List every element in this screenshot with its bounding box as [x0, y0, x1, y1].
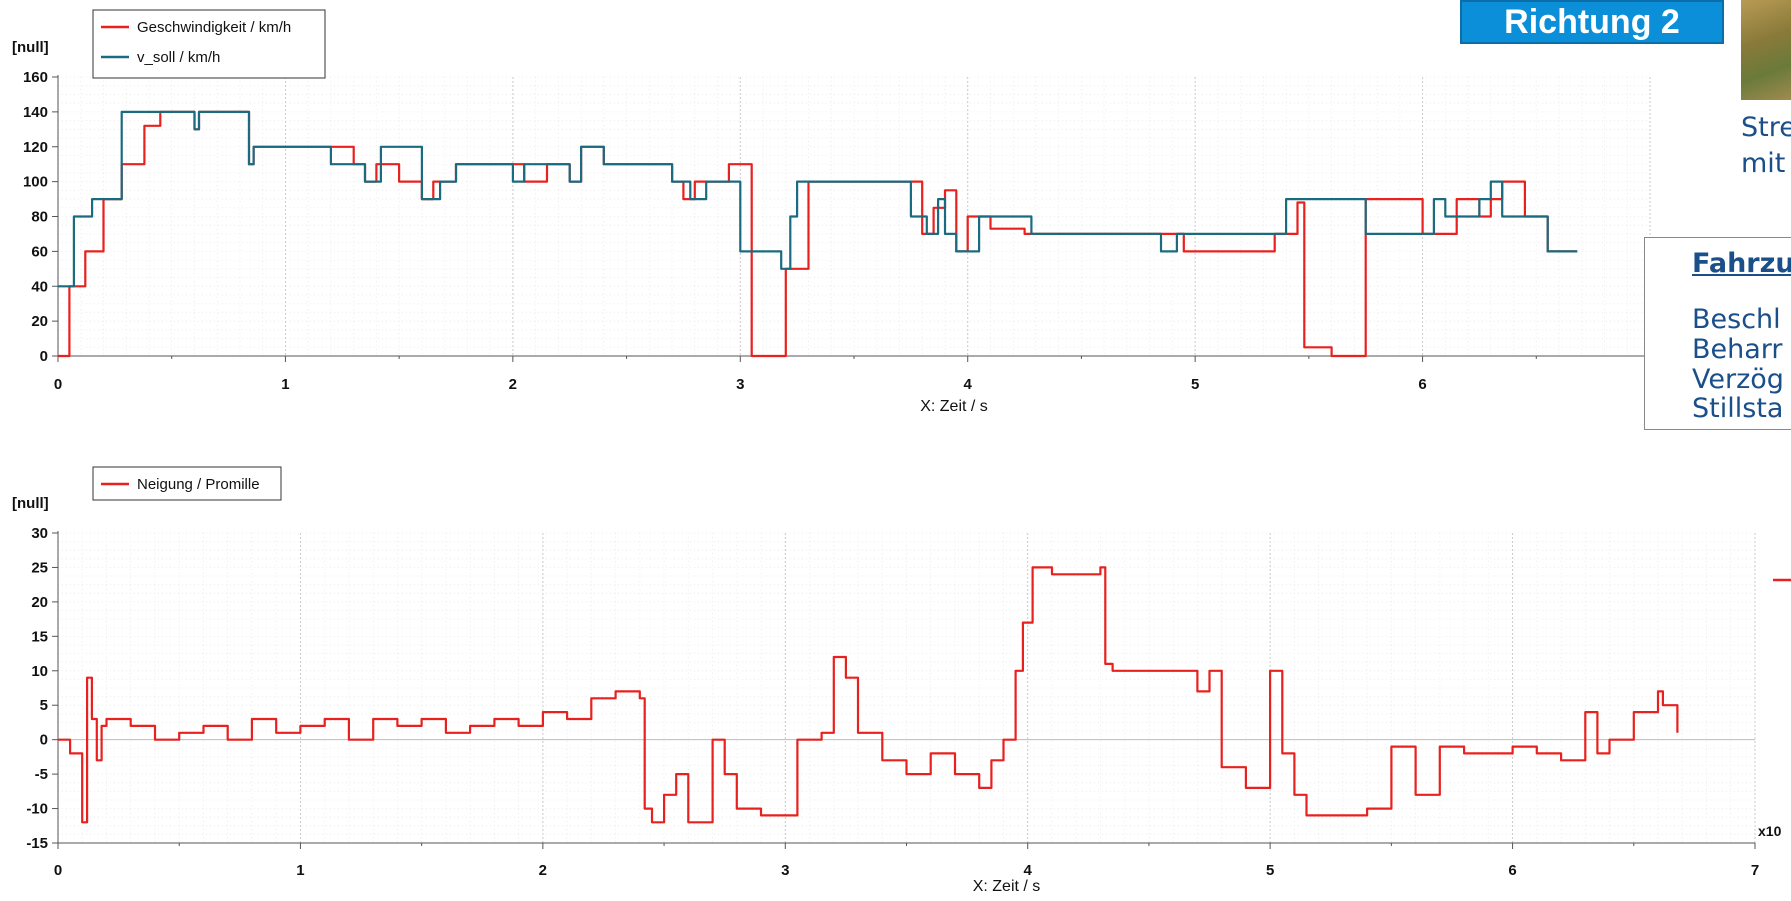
y-tick-label: -5 — [35, 766, 48, 783]
y-tick-label: 5 — [40, 697, 48, 714]
legend: Neigung / Promille — [92, 466, 282, 501]
chart-2: -15 -10 -5 0 5 10 15 20 25 30 0 1 2 3 4 5 6 7 [null] X: Zei… — [12, 466, 1759, 895]
x-tick-label: 3 — [736, 376, 744, 393]
x-tick-label: 0 — [54, 376, 62, 393]
info-box-line-1: Beschl — [1692, 304, 1781, 335]
richtung-2-button[interactable]: Richtung 2 — [1460, 0, 1724, 44]
y-tick-label: 25 — [31, 559, 48, 576]
x-multiplier-label: x10 — [1758, 823, 1782, 839]
y-tick-label: 60 — [31, 243, 48, 260]
x-axis-label: X: Zeit / s — [920, 398, 988, 415]
y-tick-label: 20 — [31, 594, 48, 611]
track-photo-thumbnail — [1741, 0, 1791, 100]
y-tick-label: 30 — [31, 525, 48, 542]
side-caption-line2: mit — [1741, 148, 1786, 179]
y-tick-label: 20 — [31, 313, 48, 330]
info-box-line-4: Stillsta — [1692, 393, 1784, 424]
legend-box — [92, 9, 326, 79]
y-tick-label: 0 — [40, 348, 48, 365]
side-caption-line1: Stre — [1741, 112, 1791, 143]
x-axis-label: X: Zeit / s — [973, 878, 1041, 895]
x-tick-label: 5 — [1191, 376, 1199, 393]
series-line-1 — [58, 566, 1679, 824]
info-box-line-2: Beharr — [1692, 334, 1783, 365]
y-tick-label: 160 — [23, 69, 48, 86]
x-tick-label: 2 — [509, 376, 517, 393]
legend-entry: Geschwindigkeit / km/h — [137, 19, 291, 36]
x-tick-label: 4 — [1024, 862, 1033, 879]
legend-entry: v_soll / km/h — [137, 49, 220, 66]
x-tick-label: 6 — [1508, 862, 1516, 879]
x-tick-label: 7 — [1751, 862, 1759, 879]
legend: Geschwindigkeit / km/h v_soll / km/h — [92, 9, 326, 79]
info-box-title: Fahrzu — [1692, 248, 1791, 279]
x-tick-label: 5 — [1266, 862, 1274, 879]
y-tick-label: 15 — [31, 628, 48, 645]
y-tick-label: 100 — [23, 174, 48, 191]
chart-1: 0 20 40 60 80 100 120 140 160 0 1 2 3 4 5 6 [null] X: Zei… — [12, 9, 1651, 415]
info-box-line-3: Verzög — [1692, 364, 1784, 395]
x-tick-label: 0 — [54, 862, 62, 879]
x-tick-label: 1 — [281, 376, 289, 393]
legend-entry: Neigung / Promille — [137, 476, 260, 493]
x-tick-label: 4 — [964, 376, 973, 393]
y-tick-label: 0 — [40, 732, 48, 749]
y-tick-label: -15 — [26, 835, 48, 852]
x-tick-label: 3 — [781, 862, 789, 879]
series-line-2 — [58, 110, 1578, 288]
x-tick-label: 1 — [296, 862, 304, 879]
y-tick-label: -10 — [26, 801, 48, 818]
x-tick-label: 2 — [539, 862, 547, 879]
y-tick-label: 80 — [31, 209, 48, 226]
x-tick-label: 6 — [1418, 376, 1426, 393]
y-tick-label: 40 — [31, 278, 48, 295]
y-unit-label: [null] — [12, 39, 49, 56]
y-tick-label: 120 — [23, 139, 48, 156]
y-tick-label: 140 — [23, 104, 48, 121]
y-unit-label: [null] — [12, 495, 49, 512]
y-tick-label: 10 — [31, 663, 48, 680]
vehicle-info-box: Fahrzu Beschl Beharr Verzög Stillsta — [1644, 237, 1791, 430]
